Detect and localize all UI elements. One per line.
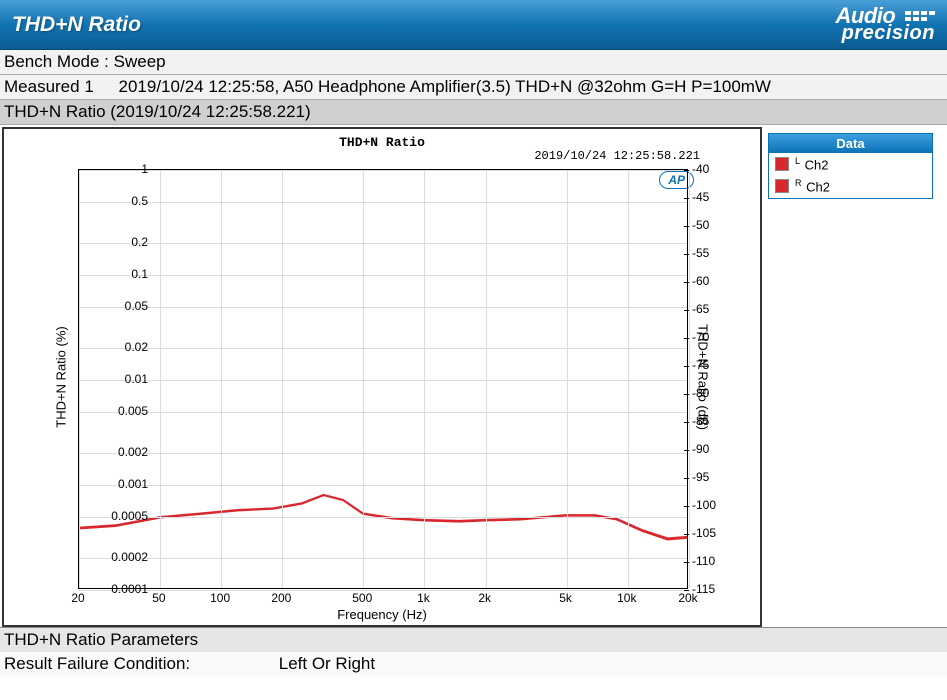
app-header: THD+N Ratio Audio precision <box>0 0 947 50</box>
legend-item: R Ch2 <box>769 175 932 197</box>
y-left-tick: 0.0001 <box>92 582 148 596</box>
x-tick: 5k <box>559 591 572 605</box>
y-left-tick: 0.0002 <box>92 550 148 564</box>
header-title: THD+N Ratio <box>12 13 141 37</box>
bench-mode-value: Sweep <box>114 52 166 71</box>
y-right-tick: -55 <box>692 246 709 260</box>
y-left-tick: 0.002 <box>92 445 148 459</box>
chart-svg <box>79 170 688 588</box>
chart-timestamp: 2019/10/24 12:25:58.221 <box>534 149 700 163</box>
y-right-tick: -70 <box>692 330 709 344</box>
legend-items: L Ch2 R Ch2 <box>769 153 932 198</box>
x-tick: 200 <box>271 591 291 605</box>
y-left-tick: 0.01 <box>92 372 148 386</box>
measured-row: Measured 1 2019/10/24 12:25:58, A50 Head… <box>0 75 947 100</box>
y-right-tick: -85 <box>692 414 709 428</box>
y-right-tick: -100 <box>692 498 716 512</box>
x-tick: 10k <box>617 591 636 605</box>
x-tick: 100 <box>210 591 230 605</box>
chart-box: THD+N Ratio 2019/10/24 12:25:58.221 AP T… <box>2 127 762 627</box>
brand-bottom: precision <box>836 25 935 42</box>
failure-label: Result Failure Condition: <box>4 654 274 674</box>
x-tick: 2k <box>478 591 491 605</box>
y-right-tick: -105 <box>692 526 716 540</box>
measured-label: Measured 1 <box>4 77 94 97</box>
legend-label: L Ch2 <box>795 156 828 172</box>
failure-row: Result Failure Condition: Left Or Right <box>0 652 947 676</box>
x-tick: 50 <box>152 591 165 605</box>
y-right-tick: -110 <box>692 554 715 568</box>
y-left-axis-label: THD+N Ratio (%) <box>53 326 68 428</box>
y-left-tick: 0.2 <box>92 235 148 249</box>
bench-mode-label: Bench Mode : <box>4 52 109 71</box>
legend-label: R Ch2 <box>795 178 830 194</box>
y-right-tick: -80 <box>692 386 709 400</box>
bench-mode-row: Bench Mode : Sweep <box>0 50 947 75</box>
x-tick: 500 <box>352 591 372 605</box>
failure-value: Left Or Right <box>279 654 375 673</box>
y-right-tick: -65 <box>692 302 709 316</box>
x-tick: 1k <box>417 591 430 605</box>
plot-region <box>78 169 688 589</box>
brand-bars-icon <box>905 11 935 23</box>
chart-area: THD+N Ratio 2019/10/24 12:25:58.221 AP T… <box>0 125 947 627</box>
x-tick: 20 <box>71 591 84 605</box>
y-right-tick: -50 <box>692 218 709 232</box>
legend-swatch <box>775 157 789 171</box>
y-right-tick: -75 <box>692 358 709 372</box>
y-right-tick: -40 <box>692 162 709 176</box>
y-left-tick: 0.05 <box>92 299 148 313</box>
y-right-tick: -95 <box>692 470 709 484</box>
measured-value: 2019/10/24 12:25:58, A50 Headphone Ampli… <box>119 77 771 96</box>
y-right-tick: -90 <box>692 442 709 456</box>
legend-item: L Ch2 <box>769 153 932 175</box>
y-left-tick: 0.02 <box>92 340 148 354</box>
legend: Data L Ch2 R Ch2 <box>768 133 933 199</box>
x-axis-label: Frequency (Hz) <box>337 607 427 622</box>
y-left-tick: 1 <box>92 162 148 176</box>
chart-inner-title: THD+N Ratio <box>339 135 425 150</box>
y-left-tick: 0.1 <box>92 267 148 281</box>
chart-subtitle: THD+N Ratio (2019/10/24 12:25:58.221) <box>0 100 947 125</box>
legend-swatch <box>775 179 789 193</box>
params-title: THD+N Ratio Parameters <box>0 627 947 652</box>
legend-header: Data <box>769 134 932 153</box>
y-left-tick: 0.5 <box>92 194 148 208</box>
y-right-tick: -45 <box>692 190 709 204</box>
y-left-tick: 0.001 <box>92 477 148 491</box>
y-left-tick: 0.005 <box>92 404 148 418</box>
y-right-tick: -115 <box>692 582 715 596</box>
brand-logo: Audio precision <box>836 7 935 43</box>
y-right-tick: -60 <box>692 274 709 288</box>
y-left-tick: 0.0005 <box>92 509 148 523</box>
